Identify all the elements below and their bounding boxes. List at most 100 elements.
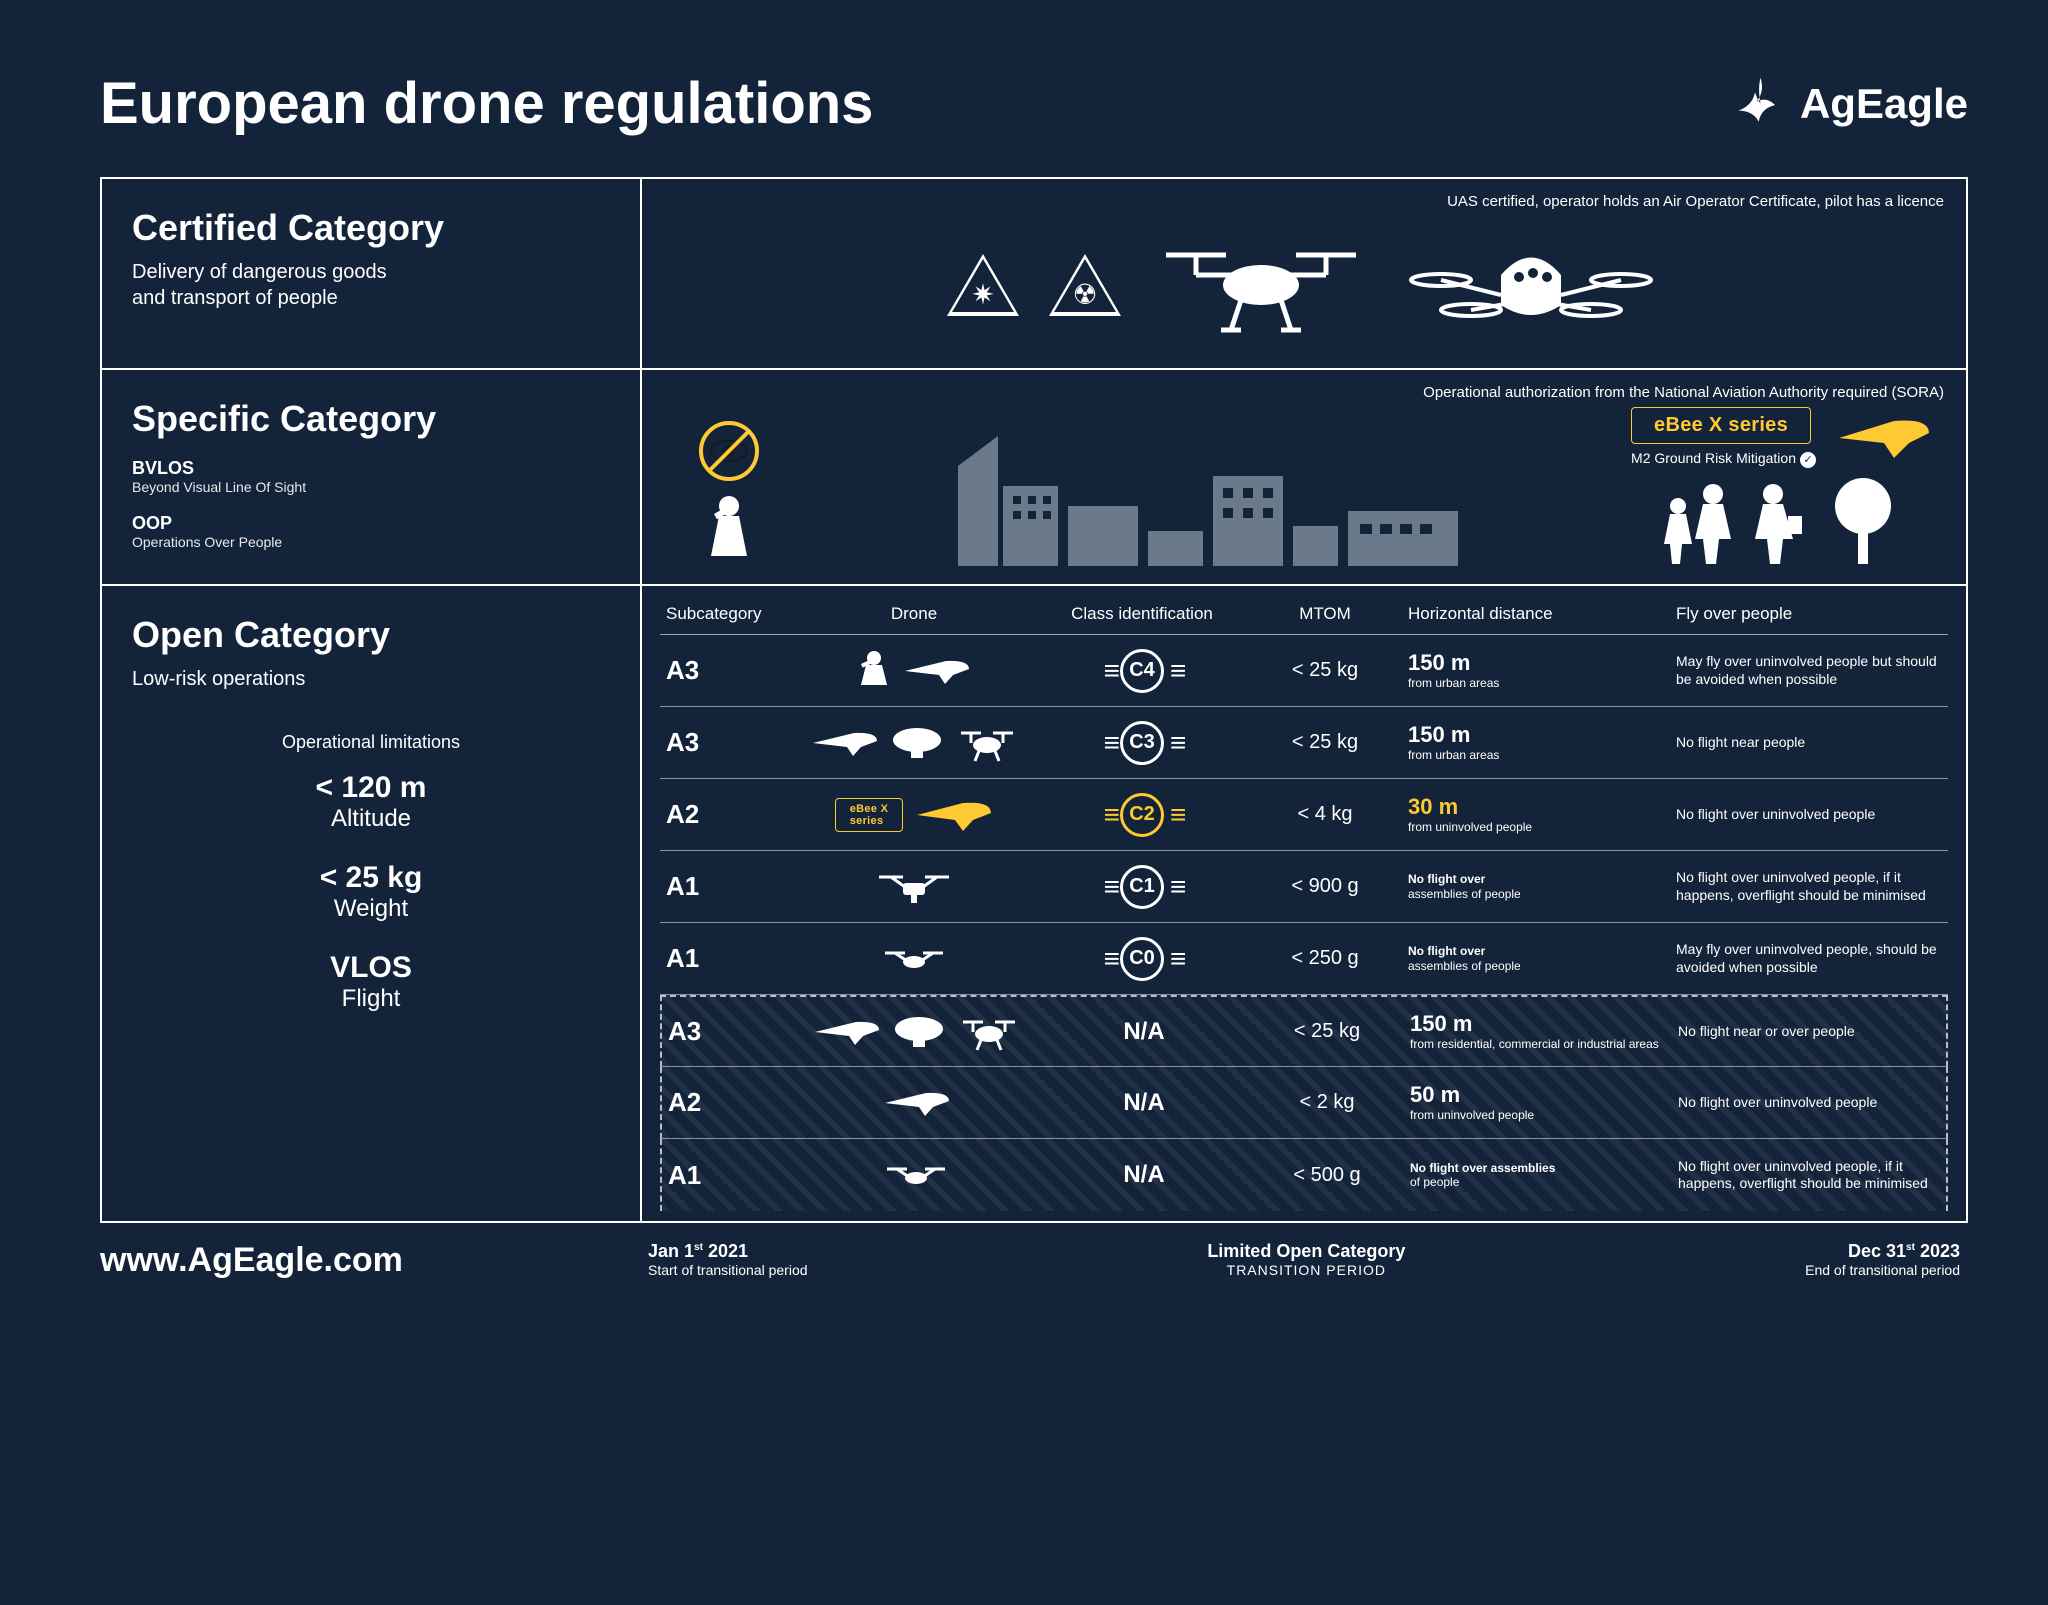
drone-cell: [796, 1012, 1036, 1052]
certified-note: UAS certified, operator holds an Air Ope…: [664, 193, 1944, 210]
table-row: A3 ≡C4≡< 25 kg150 mfrom urban areasMay f…: [660, 635, 1948, 707]
table-row: A3 ≡C3≡ < 25 kg 150 mfrom urban areas No fl…: [660, 707, 1948, 779]
specific-note: Operational authorization from the Natio…: [664, 384, 1944, 401]
specific-right: Operational authorization from the Natio…: [642, 370, 1966, 584]
acronym-expansion: Operations Over People: [132, 534, 610, 550]
open-section: Open Category Low-risk operations Operat…: [102, 586, 1966, 1221]
class-id-cell: N/A: [1044, 1018, 1244, 1046]
open-limits: Operational limitations < 120 m Altitude…: [132, 732, 610, 1013]
flyover-cell: No flight over uninvolved people: [1676, 806, 1942, 824]
flyover-cell: No flight over uninvolved people, if it …: [1678, 1158, 1940, 1193]
limit-value: VLOS: [132, 951, 610, 985]
certified-icons: ✷ ☢: [664, 220, 1944, 350]
flyover-cell: No flight near or over people: [1678, 1023, 1940, 1041]
flyover-cell: No flight near people: [1676, 734, 1942, 752]
acronym-code: OOP: [132, 513, 610, 534]
class-id-cell: ≡C3≡: [1042, 721, 1242, 765]
explosion-warning-icon: ✷: [947, 254, 1019, 316]
mtom-cell: < 25 kg: [1250, 731, 1400, 754]
table-header: Subcategory Drone Class identification M…: [660, 596, 1948, 635]
timeline-end: Dec 31st 2023 End of transitional period: [1805, 1241, 1960, 1278]
certified-title: Certified Category: [132, 207, 610, 249]
hdist-cell: 150 mfrom residential, commercial or ind…: [1410, 1011, 1670, 1051]
subcategory-cell: A1: [668, 1160, 788, 1191]
footer: www.AgEagle.com Jan 1st 2021 Start of tr…: [100, 1241, 1968, 1280]
flyover-cell: May fly over uninvolved people, should b…: [1676, 941, 1942, 976]
class-id-cell: ≡C0≡: [1042, 937, 1242, 981]
limits-label: Operational limitations: [132, 732, 610, 753]
col-hdist: Horizontal distance: [1408, 604, 1668, 624]
hdist-cell: No flight overassemblies of people: [1408, 872, 1668, 901]
drone-cell: eBee Xseries: [794, 797, 1034, 833]
header: European drone regulations AgEagle: [100, 70, 1968, 137]
subcategory-cell: A2: [668, 1087, 788, 1118]
col-subcategory: Subcategory: [666, 604, 786, 624]
mtom-cell: < 250 g: [1250, 947, 1400, 970]
table-row: A3N/A< 25 kg150 mfrom residential, comme…: [660, 995, 1948, 1067]
limit-label: Flight: [132, 985, 610, 1013]
city-skyline-icon: [928, 416, 1488, 566]
start-label: Start of transitional period: [648, 1262, 808, 1278]
col-flyover: Fly over people: [1676, 604, 1942, 624]
hdist-cell: 150 mfrom urban areas: [1408, 722, 1668, 762]
mtom-cell: < 900 g: [1250, 875, 1400, 898]
acronym-oop: OOP Operations Over People: [132, 513, 610, 550]
drone-cell: [794, 648, 1034, 694]
flyover-cell: No flight over uninvolved people, if it …: [1676, 869, 1942, 904]
mtom-cell: < 25 kg: [1252, 1020, 1402, 1043]
hdist-cell: No flight over assembliesof people: [1410, 1161, 1670, 1190]
specific-section: Specific Category BVLOS Beyond Visual Li…: [102, 370, 1966, 586]
open-left: Open Category Low-risk operations Operat…: [102, 586, 642, 1221]
col-drone: Drone: [794, 604, 1034, 624]
eagle-icon: [1733, 74, 1788, 134]
regulation-frame: Certified Category Delivery of dangerous…: [100, 177, 1968, 1223]
limit-value: < 120 m: [132, 771, 610, 805]
hdist-cell: 150 mfrom urban areas: [1408, 650, 1668, 690]
class-id-cell: N/A: [1044, 1161, 1244, 1189]
class-id-cell: ≡C4≡: [1042, 649, 1242, 693]
hdist-cell: 30 mfrom uninvolved people: [1408, 794, 1668, 834]
center-title: Limited Open Category: [1207, 1241, 1405, 1262]
subcategory-cell: A3: [666, 727, 786, 758]
flyover-cell: No flight over uninvolved people: [1678, 1094, 1940, 1112]
drone-cell: [794, 869, 1034, 905]
specific-title: Specific Category: [132, 398, 610, 440]
end-label: End of transitional period: [1805, 1262, 1960, 1278]
timeline-center: Limited Open Category TRANSITION PERIOD: [1207, 1241, 1405, 1278]
start-date: Jan 1st 2021: [648, 1241, 808, 1262]
pedestrians-tree-icon: [1653, 476, 1913, 566]
transition-timeline: Jan 1st 2021 Start of transitional perio…: [640, 1241, 1968, 1278]
subcategory-cell: A1: [666, 943, 786, 974]
hdist-cell: 50 mfrom uninvolved people: [1410, 1082, 1670, 1122]
timeline-start: Jan 1st 2021 Start of transitional perio…: [648, 1241, 808, 1278]
passenger-drone-icon: [1401, 225, 1661, 345]
check-icon: ✓: [1800, 452, 1816, 468]
table-row: A1N/A< 500 gNo flight over assembliesof …: [660, 1139, 1948, 1211]
drone-cell: [794, 945, 1034, 973]
acronym-code: BVLOS: [132, 458, 610, 479]
limit-label: Altitude: [132, 805, 610, 833]
flyover-cell: May fly over uninvolved people but shoul…: [1676, 653, 1942, 688]
website-url: www.AgEagle.com: [100, 1241, 640, 1280]
certified-right: UAS certified, operator holds an Air Ope…: [642, 179, 1966, 368]
mtom-cell: < 4 kg: [1250, 803, 1400, 826]
class-id-cell: ≡C2≡: [1042, 793, 1242, 837]
limit-vlos: VLOS Flight: [132, 951, 610, 1013]
large-multirotor-icon: [1151, 230, 1371, 340]
limit-weight: < 25 kg Weight: [132, 861, 610, 923]
class-id-cell: ≡C1≡: [1042, 865, 1242, 909]
limit-value: < 25 kg: [132, 861, 610, 895]
col-mtom: MTOM: [1250, 604, 1400, 624]
m2-mitigation: M2 Ground Risk Mitigation✓: [1631, 450, 1816, 468]
ebee-badge: eBee X series: [1631, 407, 1811, 444]
table-row: A1 ≡C1≡< 900 gNo flight overassemblies o…: [660, 851, 1948, 923]
page-title: European drone regulations: [100, 70, 873, 137]
drone-cell: [794, 723, 1034, 763]
acronym-expansion: Beyond Visual Line Of Sight: [132, 479, 610, 495]
limit-label: Weight: [132, 895, 610, 923]
limit-altitude: < 120 m Altitude: [132, 771, 610, 833]
end-date: Dec 31st 2023: [1805, 1241, 1960, 1262]
subcategory-cell: A2: [666, 799, 786, 830]
brand-logo: AgEagle: [1733, 74, 1968, 134]
pilot-no-visual-icon: [674, 416, 784, 566]
